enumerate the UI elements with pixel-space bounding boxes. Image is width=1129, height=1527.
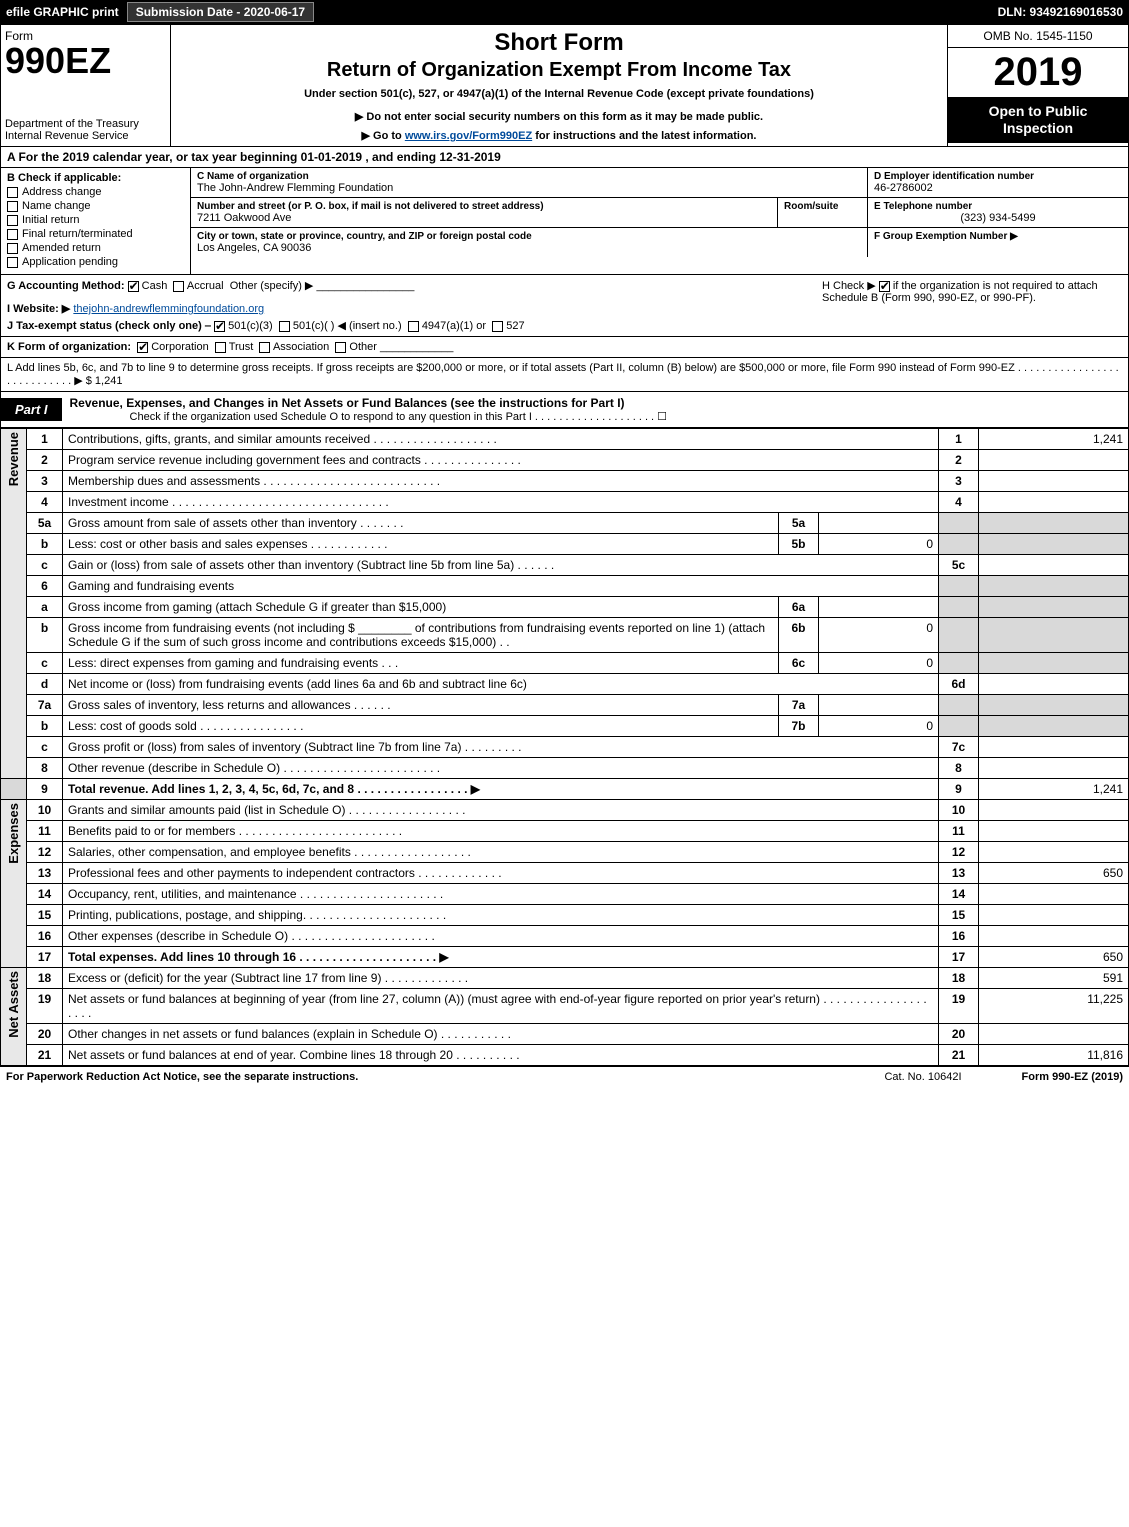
chk-amended-return[interactable] — [7, 243, 18, 254]
amt-17: 650 — [979, 947, 1129, 968]
chk-cash[interactable] — [128, 281, 139, 292]
top-bar: efile GRAPHIC print Submission Date - 20… — [0, 0, 1129, 24]
row-k: K Form of organization: Corporation Trus… — [0, 337, 1129, 358]
row-i: I Website: ▶ thejohn-andrewflemmingfound… — [7, 302, 802, 315]
col-b-checkboxes: B Check if applicable: Address change Na… — [1, 168, 191, 274]
dept-treasury: Department of the Treasury — [5, 118, 166, 130]
amt-13: 650 — [979, 863, 1129, 884]
website-link[interactable]: thejohn-andrewflemmingfoundation.org — [73, 303, 264, 315]
form-number: 990EZ — [5, 43, 166, 79]
val-5b: 0 — [819, 534, 939, 555]
irs-label: Internal Revenue Service — [5, 130, 166, 142]
chk-name-change[interactable] — [7, 201, 18, 212]
chk-application-pending[interactable] — [7, 257, 18, 268]
chk-501c3[interactable] — [214, 321, 225, 332]
org-name: The John-Andrew Flemming Foundation — [197, 182, 861, 194]
row-l: L Add lines 5b, 6c, and 7b to line 9 to … — [0, 358, 1129, 392]
amt-9: 1,241 — [979, 779, 1129, 800]
form-subtitle: Under section 501(c), 527, or 4947(a)(1)… — [179, 88, 939, 100]
cell-room: Room/suite — [778, 198, 868, 227]
row-h: H Check ▶ if the organization is not req… — [822, 279, 1122, 332]
cell-org-name: C Name of organization The John-Andrew F… — [191, 168, 868, 197]
chk-final-return[interactable] — [7, 229, 18, 240]
chk-trust[interactable] — [215, 342, 226, 353]
part1-title: Revenue, Expenses, and Changes in Net As… — [62, 392, 1128, 427]
dln-label: DLN: 93492169016530 — [998, 5, 1123, 19]
chk-501c[interactable] — [279, 321, 290, 332]
city-value: Los Angeles, CA 90036 — [197, 242, 861, 254]
chk-accrual[interactable] — [173, 281, 184, 292]
paperwork-notice: For Paperwork Reduction Act Notice, see … — [6, 1071, 884, 1083]
header-middle: Short Form Return of Organization Exempt… — [171, 25, 948, 146]
chk-schedule-b[interactable] — [879, 281, 890, 292]
row-g-to-j: G Accounting Method: Cash Accrual Other … — [0, 275, 1129, 337]
phone-value: (323) 934-5499 — [874, 212, 1122, 224]
amt-1: 1,241 — [979, 429, 1129, 450]
part1-tag: Part I — [1, 398, 62, 421]
cell-ein: D Employer identification number 46-2786… — [868, 168, 1128, 197]
amt-19: 11,225 — [979, 989, 1129, 1024]
street-value: 7211 Oakwood Ave — [197, 212, 771, 224]
chk-association[interactable] — [259, 342, 270, 353]
chk-corporation[interactable] — [137, 342, 148, 353]
side-expenses: Expenses — [1, 800, 27, 968]
submission-date: Submission Date - 2020-06-17 — [127, 2, 314, 22]
tax-year: 2019 — [948, 48, 1128, 97]
side-revenue: Revenue — [1, 429, 27, 779]
chk-address-change[interactable] — [7, 187, 18, 198]
inspection-notice: Open to Public Inspection — [948, 97, 1128, 143]
row-g: G Accounting Method: Cash Accrual Other … — [7, 279, 802, 292]
header-right: OMB No. 1545-1150 2019 Open to Public In… — [948, 25, 1128, 146]
goto-note: ▶ Go to www.irs.gov/Form990EZ for instru… — [179, 129, 939, 142]
ein-value: 46-2786002 — [874, 182, 1122, 194]
val-7b: 0 — [819, 716, 939, 737]
section-b-to-f: B Check if applicable: Address change Na… — [0, 168, 1129, 275]
short-form-title: Short Form — [179, 29, 939, 57]
efile-label[interactable]: efile GRAPHIC print — [6, 5, 119, 19]
ssn-note: ▶ Do not enter social security numbers o… — [179, 110, 939, 123]
page-footer: For Paperwork Reduction Act Notice, see … — [0, 1066, 1129, 1087]
form-title: Return of Organization Exempt From Incom… — [179, 59, 939, 82]
chk-4947[interactable] — [408, 321, 419, 332]
form-header: Form 990EZ Department of the Treasury In… — [0, 24, 1129, 147]
side-net-assets: Net Assets — [1, 968, 27, 1066]
irs-link[interactable]: www.irs.gov/Form990EZ — [405, 130, 532, 142]
b-label: B Check if applicable: — [7, 172, 184, 184]
header-left: Form 990EZ Department of the Treasury In… — [1, 25, 171, 146]
cell-phone: E Telephone number (323) 934-5499 — [868, 198, 1128, 227]
col-c-to-f: C Name of organization The John-Andrew F… — [191, 168, 1128, 274]
cell-group-exemption: F Group Exemption Number ▶ — [868, 228, 1128, 257]
cat-no: Cat. No. 10642I — [884, 1071, 961, 1083]
cell-city: City or town, state or province, country… — [191, 228, 868, 257]
chk-other-org[interactable] — [335, 342, 346, 353]
omb-number: OMB No. 1545-1150 — [948, 25, 1128, 48]
form-ref: Form 990-EZ (2019) — [1022, 1071, 1123, 1083]
chk-527[interactable] — [492, 321, 503, 332]
val-6b: 0 — [819, 618, 939, 653]
part1-table: Revenue 1 Contributions, gifts, grants, … — [0, 428, 1129, 1066]
cell-street: Number and street (or P. O. box, if mail… — [191, 198, 778, 227]
row-a-tax-year: A For the 2019 calendar year, or tax yea… — [0, 147, 1129, 168]
val-6c: 0 — [819, 653, 939, 674]
row-j: J Tax-exempt status (check only one) ‒ 5… — [7, 319, 802, 332]
amt-21: 11,816 — [979, 1045, 1129, 1066]
part1-header: Part I Revenue, Expenses, and Changes in… — [0, 392, 1129, 428]
amt-18: 591 — [979, 968, 1129, 989]
chk-initial-return[interactable] — [7, 215, 18, 226]
